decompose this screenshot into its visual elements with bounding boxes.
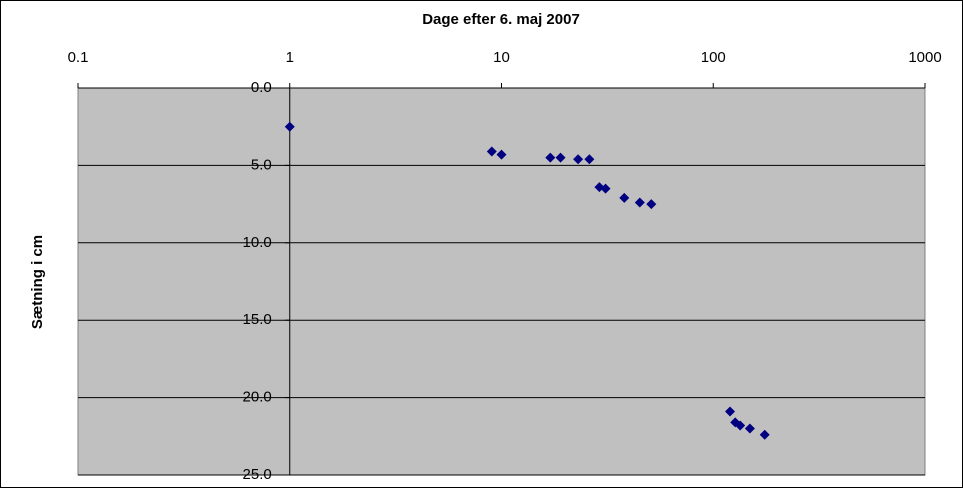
data-point [496, 149, 507, 160]
data-point [555, 152, 566, 163]
data-point [646, 199, 657, 210]
data-point [725, 406, 736, 417]
y-tick-label: 5.0 [251, 156, 272, 173]
x-tick-label: 100 [701, 49, 726, 66]
data-point [600, 183, 611, 194]
x-tick-label: 1 [286, 49, 294, 66]
data-point [634, 197, 645, 208]
data-point [759, 429, 770, 440]
data-point [619, 192, 630, 203]
y-tick-label: 15.0 [243, 311, 272, 328]
y-tick-label: 25.0 [243, 466, 272, 483]
data-point [744, 423, 755, 434]
data-point [486, 146, 497, 157]
data-point [735, 420, 746, 431]
data-point [284, 121, 295, 132]
x-tick-label: 0.1 [68, 49, 89, 66]
y-tick-label: 10.0 [243, 234, 272, 251]
data-point [584, 154, 595, 165]
chart-title: Dage efter 6. maj 2007 [422, 11, 580, 28]
x-tick-label: 1000 [908, 49, 941, 66]
x-tick-label: 10 [493, 49, 510, 66]
plot-area [77, 87, 926, 476]
y-axis-label: Sætning i cm [29, 235, 46, 329]
data-point [545, 152, 556, 163]
data-point [573, 154, 584, 165]
y-tick-label: 20.0 [243, 389, 272, 406]
y-tick-label: 0.0 [251, 79, 272, 96]
